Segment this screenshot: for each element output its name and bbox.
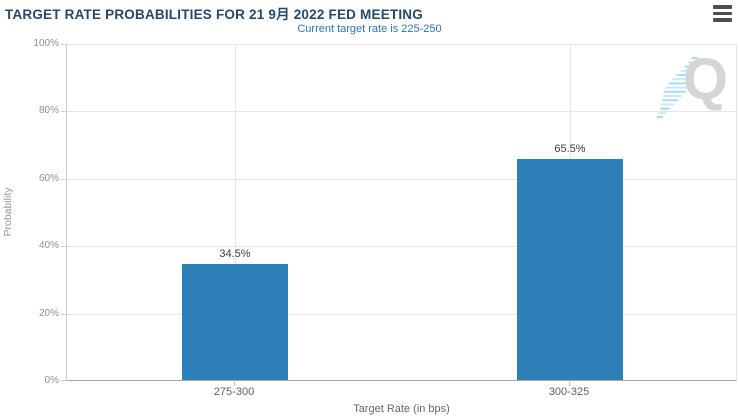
y-tick-label: 0% xyxy=(44,375,59,386)
x-tick-label: 275-300 xyxy=(213,386,255,398)
chart-title: TARGET RATE PROBABILITIES FOR 21 9月 2022… xyxy=(5,7,423,22)
bar-300-325[interactable] xyxy=(517,159,623,380)
y-tick-mark xyxy=(61,313,66,315)
y-tick-mark xyxy=(61,246,66,248)
y-tick-label: 100% xyxy=(33,38,59,49)
x-tick-mark xyxy=(569,382,570,386)
watermark-stripes-icon xyxy=(657,57,699,118)
hamburger-bar xyxy=(713,5,732,9)
h-gridline xyxy=(67,313,736,315)
y-tick-mark xyxy=(61,111,66,113)
hamburger-bar xyxy=(713,11,732,16)
y-tick-mark xyxy=(61,178,66,180)
chart-subtitle: Current target rate is 225-250 xyxy=(297,23,442,35)
bar-value-label: 65.5% xyxy=(554,143,586,155)
y-axis-title: Probability xyxy=(2,187,14,237)
x-tick-mark xyxy=(234,382,235,386)
hamburger-bar xyxy=(713,18,732,22)
x-axis-title: Target Rate (in bps) xyxy=(353,403,450,415)
h-gridline xyxy=(67,246,736,248)
h-gridline xyxy=(67,111,736,113)
y-tick-label: 60% xyxy=(38,172,59,184)
bar-275-300[interactable] xyxy=(182,264,288,380)
x-tick-label: 300-325 xyxy=(548,386,590,398)
y-tick-label: 80% xyxy=(38,105,59,117)
watermark-q-letter: Q xyxy=(682,47,728,112)
h-gridline xyxy=(67,178,736,180)
y-tick-label: 40% xyxy=(38,240,59,252)
hamburger-menu-icon[interactable] xyxy=(713,5,732,22)
plot-area: Q 34.5% 65.5% xyxy=(66,44,737,381)
bar-value-label: 34.5% xyxy=(219,248,251,260)
quikstrike-watermark-logo: Q xyxy=(648,47,728,120)
y-tick-mark xyxy=(61,44,66,45)
v-gridline xyxy=(235,44,236,380)
y-tick-label: 20% xyxy=(38,307,59,319)
h-gridline xyxy=(67,44,736,45)
y-tick-mark xyxy=(61,380,66,381)
